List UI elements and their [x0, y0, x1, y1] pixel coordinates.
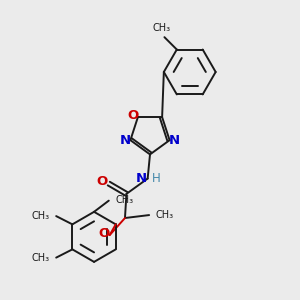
Text: CH₃: CH₃: [32, 253, 50, 263]
Text: CH₃: CH₃: [156, 210, 174, 220]
Text: O: O: [127, 109, 139, 122]
Text: N: N: [136, 172, 147, 185]
Text: H: H: [152, 172, 160, 185]
Text: N: N: [169, 134, 180, 147]
Text: N: N: [120, 134, 131, 147]
Text: O: O: [97, 175, 108, 188]
Text: CH₃: CH₃: [115, 195, 134, 205]
Text: O: O: [98, 227, 110, 240]
Text: CH₃: CH₃: [152, 23, 170, 33]
Text: CH₃: CH₃: [32, 211, 50, 220]
